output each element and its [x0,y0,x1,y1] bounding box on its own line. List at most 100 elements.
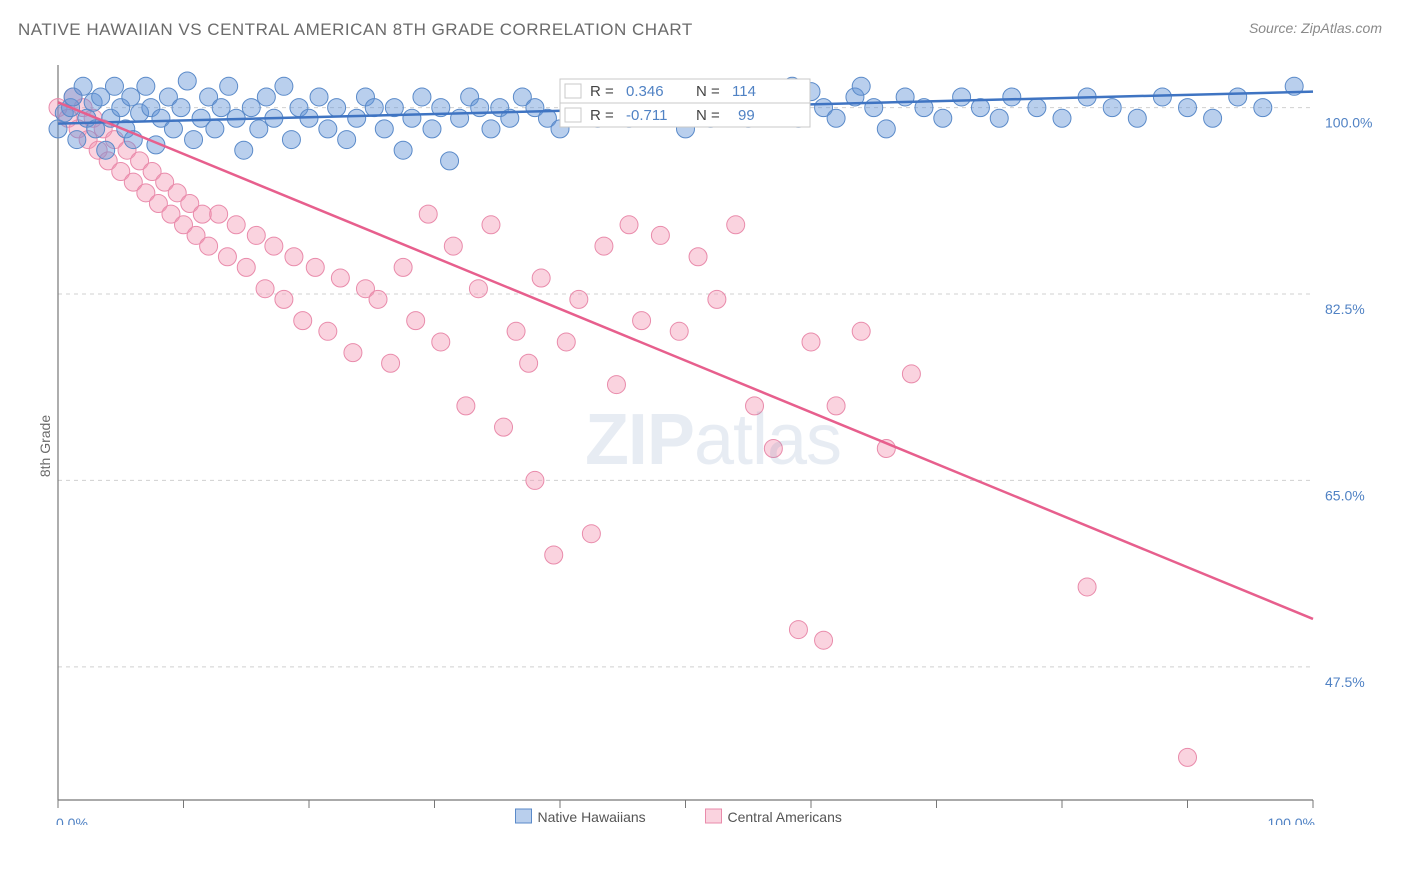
chart-title: NATIVE HAWAIIAN VS CENTRAL AMERICAN 8TH … [18,20,693,40]
data-point [242,99,260,117]
data-point [953,88,971,106]
data-point [1179,748,1197,766]
data-point [557,333,575,351]
legend-label: Native Hawaiians [538,809,646,825]
data-point [764,439,782,457]
data-point [1053,109,1071,127]
y-tick-label: 47.5% [1325,674,1365,690]
data-point [413,88,431,106]
data-point [247,226,265,244]
data-point [137,77,155,95]
data-point [827,397,845,415]
data-point [469,280,487,298]
data-point [902,365,920,383]
data-point [545,546,563,564]
x-min-label: 0.0% [56,815,88,825]
data-point [394,258,412,276]
data-point [105,77,123,95]
data-point [651,226,669,244]
data-point [319,120,337,138]
chart-svg: 47.5%65.0%82.5%100.0%0.0%100.0%R =0.346N… [48,55,1378,825]
series2-n-value: 99 [738,107,755,124]
data-point [432,333,450,351]
data-point [746,397,764,415]
legend-swatch [516,809,532,823]
data-point [282,131,300,149]
data-point [595,237,613,255]
y-tick-label: 100.0% [1325,115,1372,131]
data-point [815,631,833,649]
data-point [482,120,500,138]
data-point [441,152,459,170]
data-point [1078,578,1096,596]
data-point [670,322,688,340]
data-point [1229,88,1247,106]
data-point [344,344,362,362]
svg-text:R =: R = [590,107,614,124]
data-point [457,397,475,415]
data-point [865,99,883,117]
data-point [348,109,366,127]
data-point [275,290,293,308]
data-point [365,99,383,117]
data-point [570,290,588,308]
data-point [185,131,203,149]
series2-r-value: -0.711 [626,107,667,124]
series1-r-value: 0.346 [626,83,664,100]
data-point [708,290,726,308]
data-point [210,205,228,223]
data-point [369,290,387,308]
data-point [403,109,421,127]
data-point [319,322,337,340]
data-point [206,120,224,138]
data-point [877,120,895,138]
data-point [394,141,412,159]
data-point [1103,99,1121,117]
legend-swatch [706,809,722,823]
data-point [607,376,625,394]
scatter-chart: ZIPatlas 47.5%65.0%82.5%100.0%0.0%100.0%… [48,55,1378,825]
data-point [407,312,425,330]
data-point [507,322,525,340]
data-point [375,120,393,138]
data-point [1254,99,1272,117]
data-point [495,418,513,436]
data-point [328,99,346,117]
data-point [218,248,236,266]
data-point [250,120,268,138]
data-point [852,77,870,95]
trend-line [58,102,1313,619]
data-point [827,109,845,127]
y-tick-label: 65.0% [1325,487,1365,503]
data-point [419,205,437,223]
data-point [237,258,255,276]
data-point [1153,88,1171,106]
data-point [620,216,638,234]
data-point [178,72,196,90]
legend-label: Central Americans [728,809,842,825]
data-point [689,248,707,266]
data-point [802,333,820,351]
svg-text:R =: R = [590,83,614,100]
data-point [306,258,324,276]
data-point [235,141,253,159]
data-point [727,216,745,234]
series1-n-value: 114 [732,83,756,100]
svg-text:N =: N = [696,107,720,124]
data-point [1179,99,1197,117]
data-point [482,216,500,234]
data-point [310,88,328,106]
data-point [789,621,807,639]
data-point [74,77,92,95]
data-point [423,120,441,138]
y-tick-label: 82.5% [1325,301,1365,317]
data-point [526,471,544,489]
data-point [256,280,274,298]
data-point [200,237,218,255]
data-point [294,312,312,330]
data-point [172,99,190,117]
data-point [582,525,600,543]
data-point [331,269,349,287]
data-point [852,322,870,340]
data-point [382,354,400,372]
